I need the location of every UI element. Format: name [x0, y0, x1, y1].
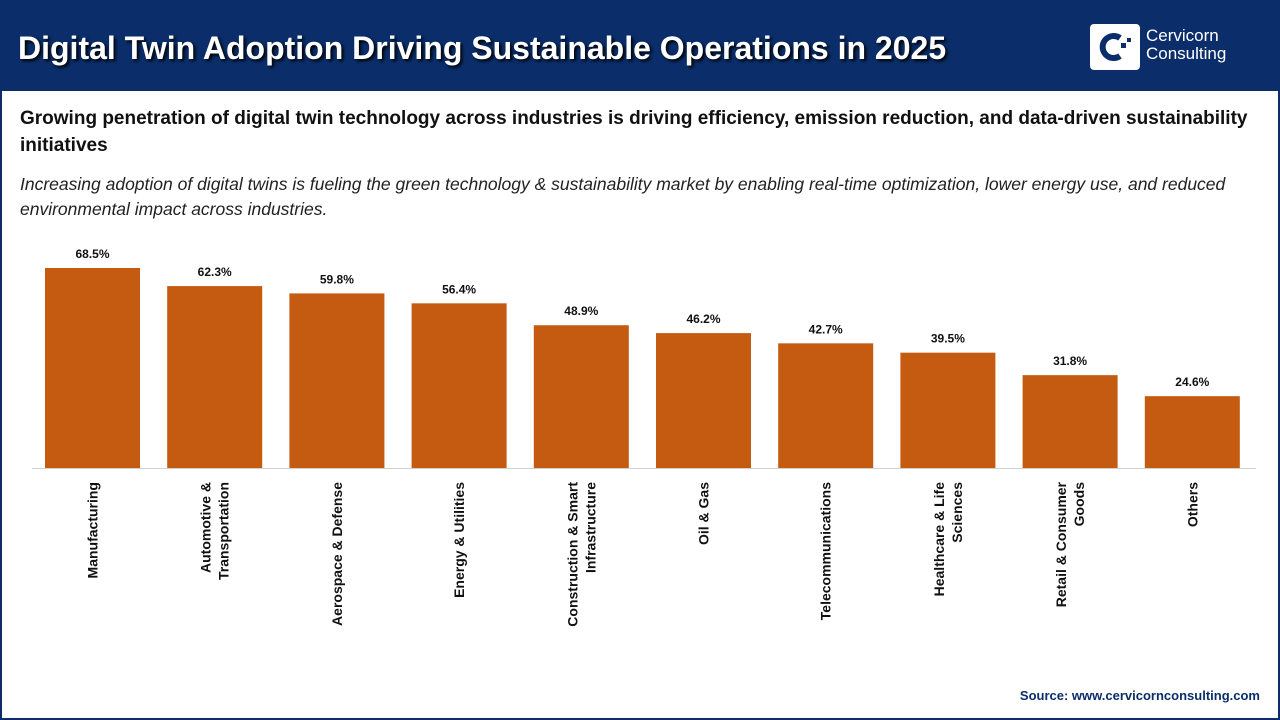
header-banner: Digital Twin Adoption Driving Sustainabl… [0, 0, 1280, 94]
cervicorn-logo-icon [1090, 24, 1140, 70]
data-label: 59.8% [320, 272, 354, 286]
category-tick-label: Manufacturing [85, 482, 101, 578]
bar [656, 333, 751, 468]
category-tick-label: Goods [1071, 482, 1087, 527]
logo-text: Cervicorn Consulting [1146, 27, 1226, 63]
bar [1022, 375, 1118, 468]
data-label: 56.4% [442, 282, 476, 296]
page-title: Digital Twin Adoption Driving Sustainabl… [18, 30, 947, 66]
category-tick-label: Aerospace & Defense [329, 482, 345, 626]
category-tick-label: Telecommunications [818, 482, 834, 620]
bar [289, 293, 385, 468]
category-tick-label: Construction & Smart [564, 482, 580, 627]
category-tick-label: Healthcare & Life [931, 482, 947, 597]
data-label: 68.5% [75, 247, 109, 261]
data-label: 48.9% [564, 304, 598, 318]
bar [167, 286, 263, 468]
chart-description: Increasing adoption of digital twins is … [20, 174, 1226, 219]
category-tick-label: Sciences [949, 482, 965, 543]
bar [1144, 396, 1240, 468]
bar [900, 352, 996, 468]
bar [533, 325, 629, 468]
data-label: 42.7% [809, 322, 843, 336]
chart-subtitle: Growing penetration of digital twin tech… [20, 108, 1248, 156]
category-tick-label: Infrastructure [582, 482, 598, 573]
category-tick-label: Oil & Gas [696, 482, 712, 545]
data-label: 24.6% [1175, 375, 1209, 389]
category-tick-label: Transportation [216, 482, 232, 580]
logo-line-1: Cervicorn [1146, 26, 1219, 45]
category-tick-label: Energy & Utilities [451, 482, 467, 598]
bar [778, 343, 874, 468]
bar [411, 303, 507, 468]
source-note: Source: www.cervicornconsulting.com [1019, 688, 1260, 703]
category-tick-label: Others [1184, 482, 1200, 527]
logo-line-2: Consulting [1146, 44, 1227, 63]
data-label: 31.8% [1053, 354, 1087, 368]
data-label: 46.2% [686, 312, 720, 326]
bar [45, 268, 140, 468]
data-label: 62.3% [198, 265, 232, 279]
data-label: 39.5% [931, 332, 965, 346]
category-tick-label: Retail & Consumer [1053, 481, 1069, 607]
category-tick-label: Automotive & [198, 482, 214, 573]
